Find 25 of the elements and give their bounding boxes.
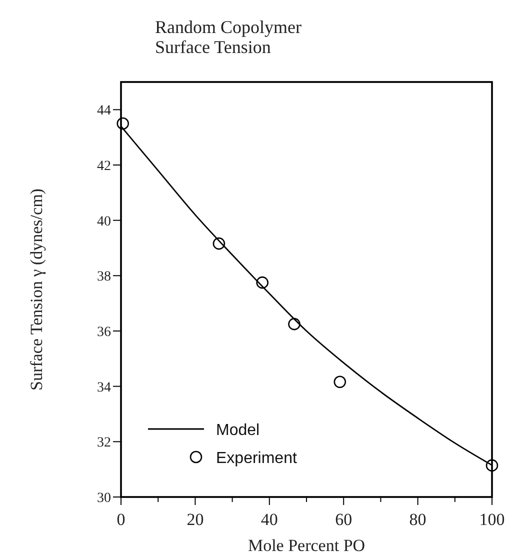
legend-label: Model	[216, 422, 260, 439]
point	[486, 459, 498, 472]
point	[116, 117, 130, 130]
x-tick-label: 20	[186, 510, 204, 529]
point	[256, 276, 268, 289]
x-tick-label: 60	[335, 510, 352, 529]
point	[334, 376, 346, 388]
y-tick-label: 36	[97, 325, 111, 340]
y-tick-label: 34	[97, 380, 111, 396]
y-axis-title: Surface Tension γ (dynes/cm)	[27, 188, 46, 390]
x-tick-label: 100	[479, 510, 505, 529]
y-tick-label: 32	[97, 436, 111, 451]
point	[212, 237, 226, 250]
x-axis-title: Mole Percent PO	[248, 536, 366, 555]
chart-title: Random Copolymer Surface Tension	[155, 17, 302, 57]
x-tick-label: 40	[260, 510, 278, 529]
y-tick-label: 38	[97, 270, 111, 285]
y-tick-label: 30	[97, 491, 111, 506]
x-tick-label: 80	[409, 510, 426, 529]
point	[288, 318, 300, 330]
y-tick-label: 42	[97, 159, 111, 174]
x-tick-label: 0	[116, 510, 126, 529]
legend-label: Experiment	[216, 450, 298, 467]
y-tick-label: 40	[97, 214, 111, 230]
y-tick-label: 44	[97, 104, 111, 119]
